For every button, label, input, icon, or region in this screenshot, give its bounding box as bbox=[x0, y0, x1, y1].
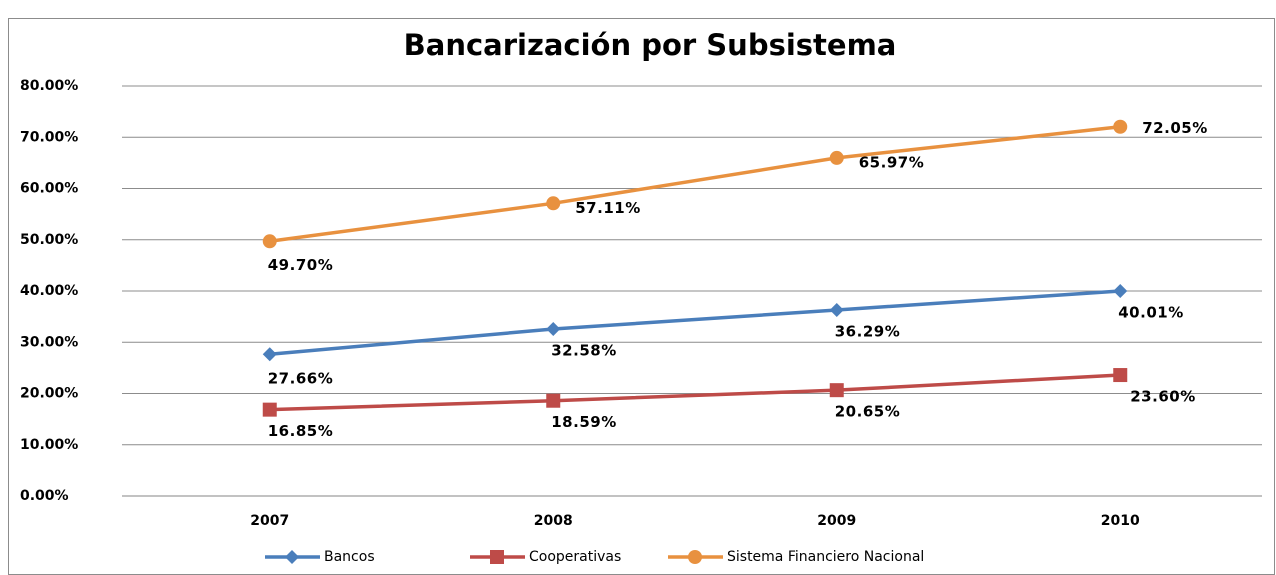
data-label: 57.11% bbox=[575, 199, 640, 217]
data-point bbox=[1113, 368, 1128, 383]
x-tick-label: 2007 bbox=[250, 513, 289, 529]
data-label: 65.97% bbox=[859, 153, 924, 171]
data-label: 72.05% bbox=[1142, 119, 1207, 137]
data-point bbox=[262, 347, 277, 362]
data-point bbox=[546, 393, 561, 408]
chart-title: Bancarización por Subsistema bbox=[404, 28, 897, 62]
data-point bbox=[546, 196, 561, 211]
legend-marker bbox=[490, 550, 504, 564]
chart-border bbox=[8, 18, 1275, 575]
legend-label: Bancos bbox=[324, 549, 375, 565]
x-tick-label: 2010 bbox=[1101, 513, 1140, 529]
x-tick-label: 2008 bbox=[534, 513, 573, 529]
data-label: 18.59% bbox=[551, 413, 616, 431]
data-point bbox=[262, 402, 277, 417]
data-point bbox=[829, 383, 844, 398]
data-point bbox=[829, 303, 844, 318]
data-label: 27.66% bbox=[268, 370, 333, 388]
legend-marker bbox=[688, 550, 702, 564]
data-label: 36.29% bbox=[835, 323, 900, 341]
data-point bbox=[1113, 283, 1128, 298]
y-tick-label: 80.00% bbox=[20, 78, 78, 94]
y-tick-label: 50.00% bbox=[20, 232, 78, 248]
y-tick-label: 40.00% bbox=[20, 283, 78, 299]
series-line bbox=[269, 289, 1121, 356]
data-label: 49.70% bbox=[268, 256, 333, 274]
y-tick-label: 60.00% bbox=[20, 181, 78, 197]
data-label: 40.01% bbox=[1118, 303, 1183, 321]
legend-label: Cooperativas bbox=[529, 549, 621, 565]
legend-label: Sistema Financiero Nacional bbox=[727, 549, 924, 565]
data-label: 16.85% bbox=[268, 422, 333, 440]
data-point bbox=[829, 150, 844, 165]
data-label: 20.65% bbox=[835, 403, 900, 421]
data-label: 32.58% bbox=[551, 342, 616, 360]
legend-marker bbox=[285, 550, 299, 564]
data-point bbox=[1113, 119, 1128, 134]
y-tick-label: 70.00% bbox=[20, 129, 78, 145]
series-line bbox=[269, 373, 1121, 412]
series-line bbox=[269, 125, 1121, 244]
data-label: 23.60% bbox=[1130, 388, 1195, 406]
y-tick-label: 30.00% bbox=[20, 334, 78, 350]
y-tick-label: 20.00% bbox=[20, 386, 78, 402]
x-tick-label: 2009 bbox=[817, 513, 856, 529]
y-tick-label: 10.00% bbox=[20, 437, 78, 453]
y-tick-label: 0.00% bbox=[20, 488, 69, 504]
data-point bbox=[262, 234, 277, 249]
data-point bbox=[546, 322, 561, 337]
